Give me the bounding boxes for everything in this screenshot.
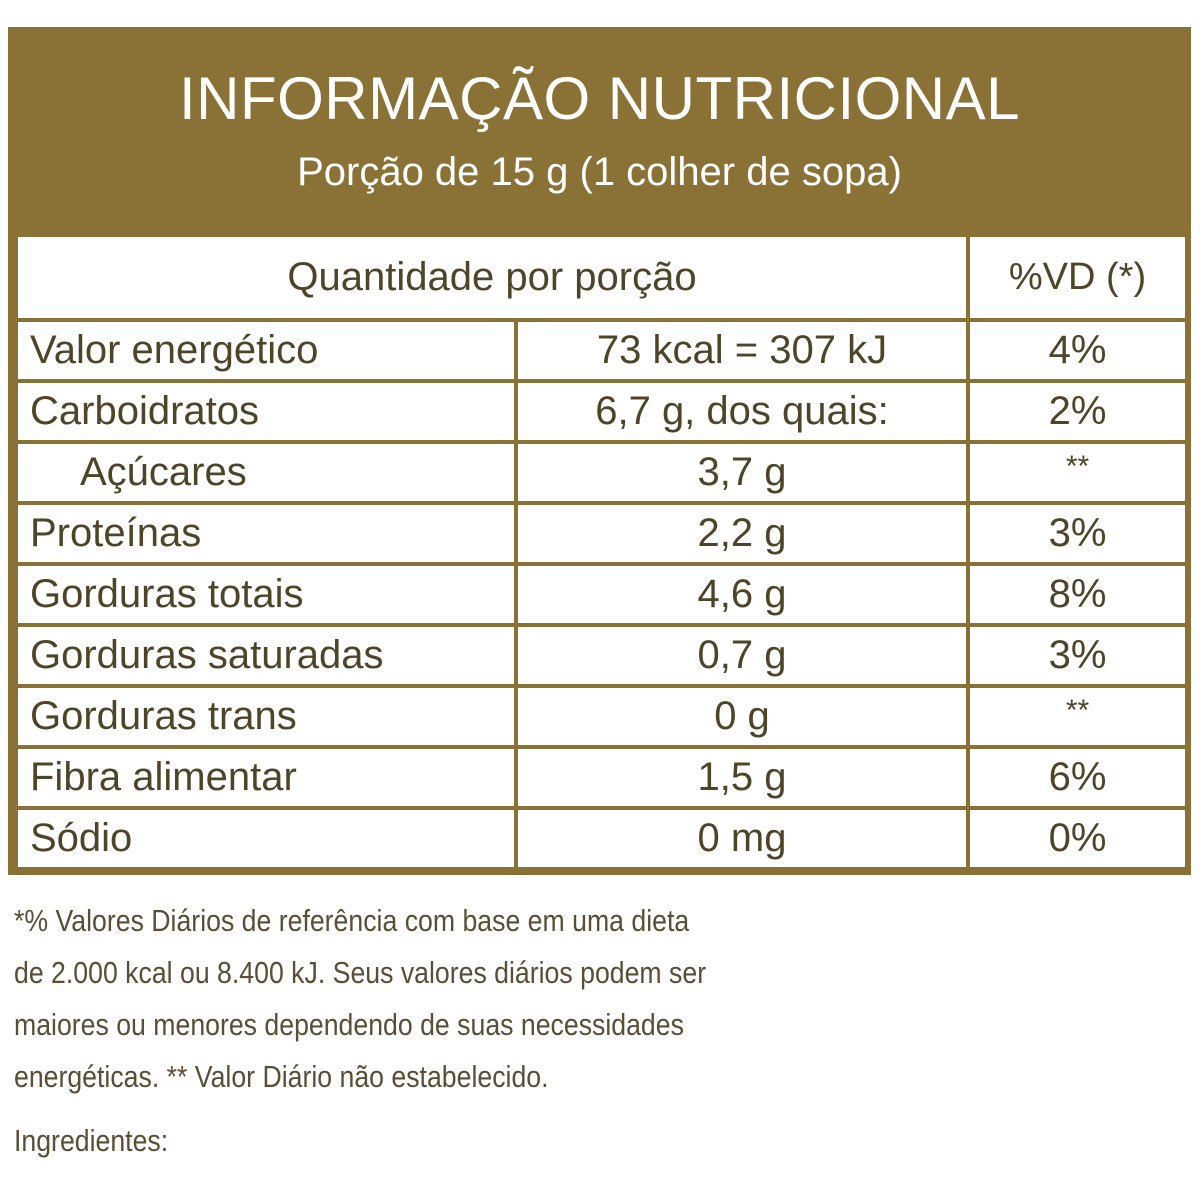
row-vd: 6% (970, 749, 1185, 806)
row-amount: 4,6 g (518, 566, 966, 623)
row-name: Fibra alimentar (18, 749, 514, 806)
serving-size: Porção de 15 g (1 colher de sopa) (297, 150, 902, 194)
row-name: Sódio (18, 810, 514, 867)
row-vd: 2% (970, 383, 1185, 440)
row-name: Gorduras totais (18, 566, 514, 623)
row-amount: 6,7 g, dos quais: (518, 383, 966, 440)
row-amount: 0 mg (518, 810, 966, 867)
row-amount: 2,2 g (518, 505, 966, 562)
row-vd: 8% (970, 566, 1185, 623)
row-name: Gorduras saturadas (18, 627, 514, 684)
row-name: Proteínas (18, 505, 514, 562)
nutrition-table: Quantidade por porção %VD (*) Valor ener… (18, 237, 1185, 870)
row-vd: 3% (970, 627, 1185, 684)
footnote-line: maiores ou menores dependendo de suas ne… (14, 1007, 684, 1042)
row-vd: ** (970, 688, 1185, 745)
row-amount: 73 kcal = 307 kJ (518, 322, 966, 379)
label-title: INFORMAÇÃO NUTRICIONAL (178, 65, 1021, 132)
row-name: Gorduras trans (18, 688, 514, 745)
row-vd: ** (970, 444, 1185, 501)
row-name: Açúcares (18, 444, 514, 501)
footnote-line: de 2.000 kcal ou 8.400 kJ. Seus valores … (14, 955, 707, 990)
footnote-line: energéticas. ** Valor Diário não estabel… (14, 1059, 549, 1094)
nutrition-facts-panel: INFORMAÇÃO NUTRICIONAL Porção de 15 g (1… (8, 27, 1191, 875)
row-vd: 3% (970, 505, 1185, 562)
row-amount: 0,7 g (518, 627, 966, 684)
row-vd: 4% (970, 322, 1185, 379)
row-name: Valor energético (18, 322, 514, 379)
row-name: Carboidratos (18, 383, 514, 440)
footnote-line: *% Valores Diários de referência com bas… (14, 903, 690, 938)
row-amount: 0 g (518, 688, 966, 745)
ingredients-label: Ingredientes: (14, 1123, 169, 1158)
row-amount: 3,7 g (518, 444, 966, 501)
header-quantity: Quantidade por porção (18, 237, 966, 318)
row-vd: 0% (970, 810, 1185, 867)
row-amount: 1,5 g (518, 749, 966, 806)
header-vd: %VD (*) (970, 237, 1185, 318)
daily-values-footnote: *% Valores Diários de referência com bas… (14, 895, 707, 1103)
